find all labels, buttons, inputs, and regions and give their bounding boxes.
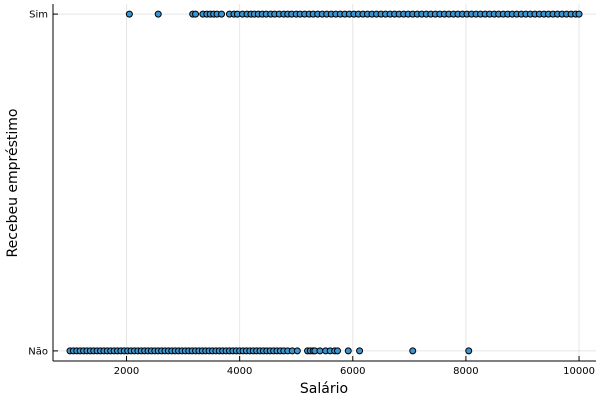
y-tick-label: Não [28,346,48,357]
point-sim [154,10,162,18]
grid [53,4,596,361]
point-sim [125,10,133,18]
point-nao [344,347,352,355]
point-nao [356,347,364,355]
x-tick-label: 4000 [227,366,252,377]
y-ticks: Não Sim [28,10,58,357]
point-sim [192,10,200,18]
point-nao [293,347,301,355]
point-nao [409,347,417,355]
point-sim [218,10,226,18]
x-tick-label: 10000 [563,366,595,377]
axes [52,4,596,362]
y-axis-title: Recebeu empréstimo [5,109,21,258]
x-axis-title: Salário [300,381,348,397]
x-ticks: 2000 4000 6000 8000 10000 [114,356,595,377]
point-sim [575,10,583,18]
x-tick-label: 2000 [114,366,139,377]
x-tick-label: 8000 [453,366,478,377]
y-tick-label: Sim [29,10,48,21]
point-nao [465,347,473,355]
data-points [66,10,583,355]
x-tick-label: 6000 [340,366,365,377]
point-nao [316,347,324,355]
point-nao [334,347,342,355]
